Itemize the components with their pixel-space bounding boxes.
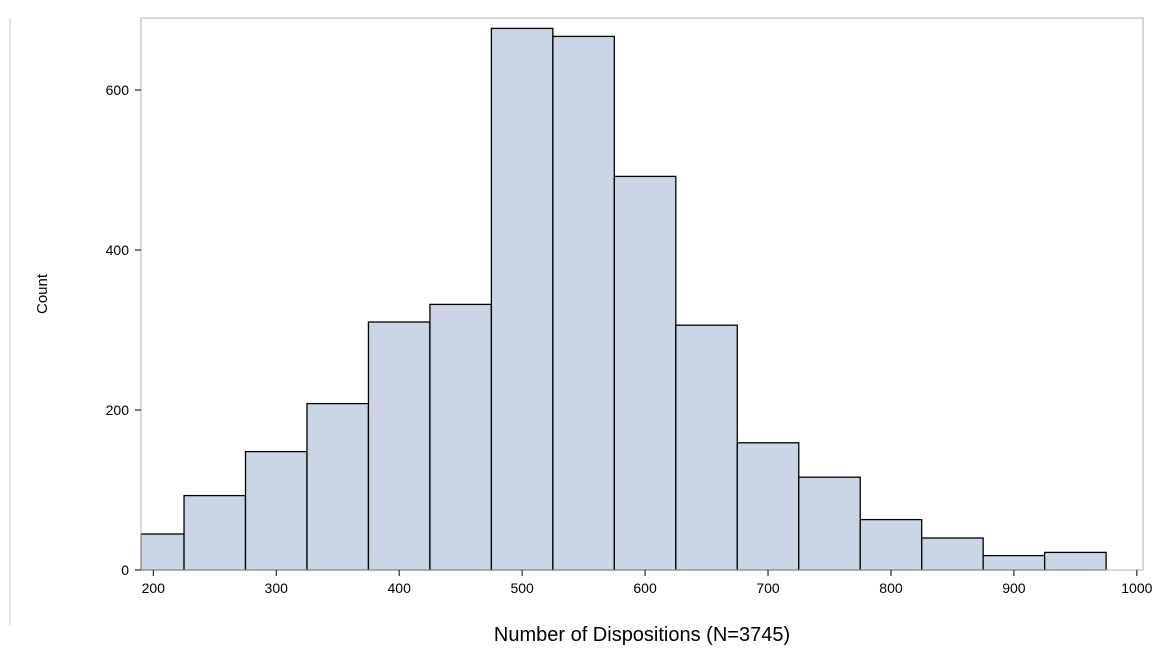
bars-layer [140,27,1107,571]
histogram-bar [736,442,800,571]
x-tick-label: 300 [265,580,289,596]
x-tick-label: 800 [879,580,903,596]
x-tick-label: 900 [1002,580,1026,596]
histogram-bar [552,35,615,571]
histogram-bar [490,27,554,571]
histogram-bar [921,537,984,571]
histogram-bar [429,303,493,571]
histogram-bar [798,476,861,571]
y-tick-label: 600 [106,82,130,98]
y-axis-label: Count [34,273,51,314]
x-tick-label: 1000 [1121,580,1152,596]
y-axis: 0 200 400 600 [106,82,141,578]
histogram-bar [140,533,185,571]
x-tick-label: 500 [510,580,534,596]
histogram-bar [306,402,370,571]
y-tick-label: 200 [106,402,130,418]
histogram-bar [613,175,677,571]
histogram-bar [183,494,247,571]
plot-frame [140,17,1144,571]
histogram-bar [244,450,308,571]
x-tick-label: 700 [756,580,780,596]
x-axis: 200 300 400 500 600 700 800 900 1000 [142,570,1153,596]
histogram-bar [1043,551,1107,571]
histogram-bar [675,324,738,571]
x-axis-label: Number of Dispositions (N=3745) [494,624,790,646]
histogram-bar [367,321,431,571]
x-tick-label: 600 [633,580,657,596]
x-tick-label: 400 [388,580,412,596]
histogram-bar [859,518,923,571]
y-tick-label: 400 [106,242,130,258]
histogram-bar [982,554,1046,571]
x-tick-label: 200 [142,580,166,596]
y-tick-label: 0 [121,562,129,578]
